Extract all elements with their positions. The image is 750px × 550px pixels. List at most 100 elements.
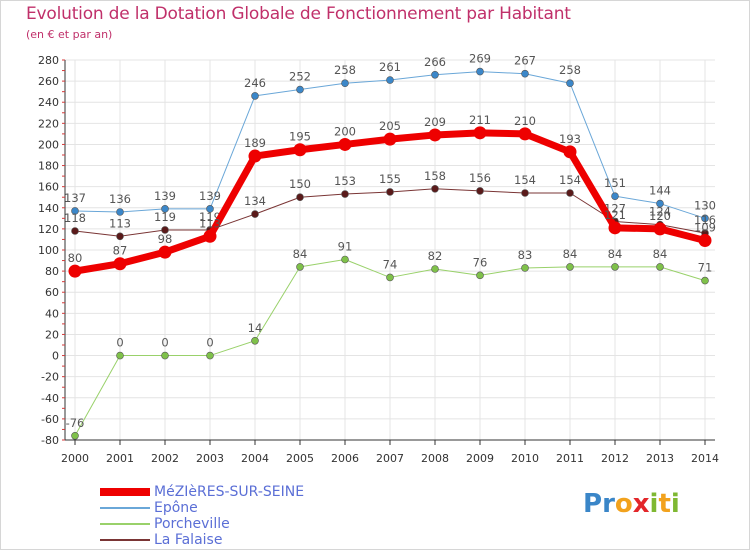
y-tick-label: 140 — [38, 202, 59, 215]
data-label-la-falaise: 113 — [109, 216, 131, 230]
x-tick-label: 2003 — [196, 452, 224, 465]
data-point-porcheville — [161, 351, 169, 360]
logo-letter: o — [614, 489, 633, 519]
data-label-ep-ne: 130 — [694, 198, 716, 212]
x-tick-label: 2009 — [466, 452, 494, 465]
data-label-ep-ne: 267 — [514, 54, 536, 68]
data-point-ep-ne — [611, 192, 619, 200]
data-point-m-zi-res-sur-seine — [68, 264, 82, 278]
data-label-la-falaise: 153 — [334, 174, 356, 188]
data-point-ep-ne — [116, 208, 124, 216]
y-tick-label: 40 — [45, 307, 59, 320]
data-label-m-zi-res-sur-seine: 209 — [424, 115, 446, 129]
data-label-la-falaise: 134 — [244, 194, 266, 208]
data-label-m-zi-res-sur-seine: 120 — [649, 209, 671, 223]
data-point-porcheville — [521, 264, 529, 272]
data-point-ep-ne — [521, 69, 529, 78]
data-point-porcheville — [206, 351, 214, 360]
data-label-porcheville: 0 — [161, 336, 168, 350]
data-label-ep-ne: 258 — [559, 63, 581, 77]
y-tick-label: 80 — [45, 265, 59, 278]
y-tick-label: 100 — [38, 244, 59, 257]
data-point-la-falaise — [296, 193, 304, 202]
data-label-m-zi-res-sur-seine: 210 — [514, 114, 536, 128]
data-point-m-zi-res-sur-seine — [608, 221, 622, 235]
x-tick-label: 2004 — [241, 452, 269, 465]
data-point-ep-ne — [386, 76, 394, 84]
x-tick-label: 2002 — [151, 452, 179, 465]
y-tick-label: -20 — [41, 371, 59, 384]
data-point-la-falaise — [71, 227, 79, 235]
data-point-ep-ne — [566, 79, 574, 88]
x-tick-label: 2006 — [331, 452, 359, 465]
data-point-porcheville — [386, 273, 394, 282]
y-tick-label: 280 — [38, 54, 59, 67]
y-tick-label: -80 — [41, 434, 59, 447]
data-point-ep-ne — [341, 79, 349, 88]
x-tick-label: 2005 — [286, 452, 314, 465]
legend-swatch-mezieres — [100, 488, 150, 496]
data-label-la-falaise: 118 — [64, 211, 86, 225]
y-tick-label: 240 — [38, 96, 59, 109]
x-tick-label: 2000 — [61, 452, 89, 465]
logo-letter: P — [583, 489, 603, 519]
data-label-ep-ne: 139 — [199, 189, 221, 203]
y-tick-label: 0 — [52, 350, 59, 363]
data-label-la-falaise: 150 — [289, 177, 311, 191]
data-label-m-zi-res-sur-seine: 193 — [559, 132, 581, 146]
data-point-m-zi-res-sur-seine — [653, 222, 667, 236]
data-label-m-zi-res-sur-seine: 205 — [379, 119, 401, 133]
data-point-la-falaise — [161, 226, 169, 234]
data-point-m-zi-res-sur-seine — [518, 127, 532, 141]
legend-label-porcheville: Porcheville — [154, 516, 230, 532]
data-point-la-falaise — [116, 232, 124, 241]
data-label-ep-ne: 136 — [109, 192, 131, 206]
data-point-m-zi-res-sur-seine — [698, 234, 712, 247]
data-point-la-falaise — [386, 188, 394, 196]
data-label-ep-ne: 269 — [469, 52, 491, 66]
chart-title: Evolution de la Dotation Globale de Fonc… — [26, 4, 571, 24]
data-label-porcheville: 74 — [383, 257, 398, 271]
data-point-porcheville — [116, 351, 124, 360]
data-point-ep-ne — [206, 205, 214, 213]
data-point-m-zi-res-sur-seine — [428, 128, 442, 142]
data-point-la-falaise — [566, 189, 574, 197]
data-point-porcheville — [566, 263, 574, 271]
logo-letter: x — [632, 489, 650, 519]
data-label-la-falaise: 155 — [379, 172, 401, 186]
data-label-porcheville: 83 — [518, 248, 533, 262]
chart-subtitle: (en € et par an) — [26, 28, 113, 41]
data-label-m-zi-res-sur-seine: 113 — [199, 216, 221, 230]
legend-label-epone: Epône — [154, 500, 198, 516]
data-label-m-zi-res-sur-seine: 211 — [469, 113, 491, 127]
data-label-ep-ne: 151 — [604, 176, 626, 190]
data-label-porcheville: 14 — [248, 321, 263, 335]
data-label-m-zi-res-sur-seine: 200 — [334, 124, 356, 138]
data-label-m-zi-res-sur-seine: 195 — [289, 130, 311, 144]
logo-letter: i — [670, 489, 680, 519]
data-label-la-falaise: 154 — [514, 173, 536, 187]
data-label-porcheville: 0 — [116, 336, 123, 350]
y-tick-label: 260 — [38, 75, 59, 88]
data-label-m-zi-res-sur-seine: 80 — [68, 251, 83, 265]
data-point-ep-ne — [161, 205, 169, 213]
data-point-ep-ne — [476, 67, 484, 76]
x-tick-label: 2008 — [421, 452, 449, 465]
x-tick-label: 2007 — [376, 452, 404, 465]
proxiti-logo: Proxiti — [583, 489, 680, 519]
data-point-m-zi-res-sur-seine — [383, 132, 397, 146]
data-label-porcheville: 82 — [428, 249, 443, 263]
data-label-la-falaise: 156 — [469, 171, 491, 185]
data-label-porcheville: 84 — [653, 247, 668, 261]
y-tick-label: 60 — [45, 286, 59, 299]
data-point-ep-ne — [701, 214, 709, 223]
data-label-la-falaise: 116 — [694, 213, 716, 227]
data-label-ep-ne: 266 — [424, 55, 446, 69]
data-label-porcheville: 84 — [563, 247, 578, 261]
data-label-m-zi-res-sur-seine: 98 — [158, 232, 173, 246]
data-label-porcheville: 84 — [608, 247, 623, 261]
data-label-porcheville: 71 — [698, 261, 713, 275]
legend-label-la-falaise: La Falaise — [154, 532, 223, 548]
data-point-la-falaise — [521, 189, 529, 197]
data-label-ep-ne: 139 — [154, 189, 176, 203]
